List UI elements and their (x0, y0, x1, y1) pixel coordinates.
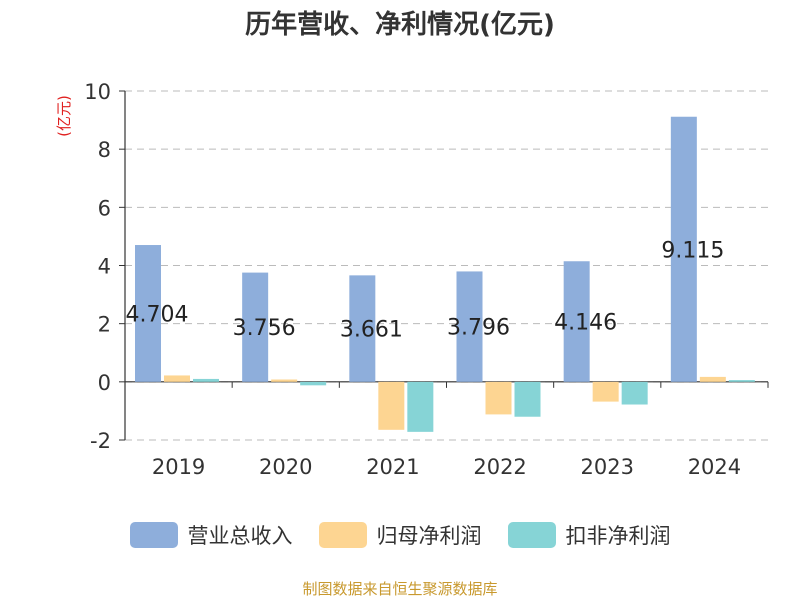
y-tick-label: 10 (84, 80, 111, 104)
data-labels: 4.704 3.756 3.661 3.796 4.146 9.115 (126, 238, 725, 342)
y-tick-label: 0 (98, 371, 111, 395)
legend-item-deducted-profit[interactable]: 扣非净利润 (507, 520, 671, 550)
data-label: 4.704 (126, 302, 189, 327)
x-tick-label: 2019 (152, 455, 205, 479)
source-note: 制图数据来自恒生聚源数据库 (302, 580, 498, 598)
legend-swatch-deducted-profit (507, 522, 556, 548)
bar-2021-2[interactable] (378, 381, 405, 430)
bar-2020-1[interactable] (242, 272, 269, 382)
chart-title: 历年营收、净利情况(亿元) (245, 10, 555, 40)
legend-label-net-profit: 归母净利润 (376, 524, 482, 548)
legend-label-revenue: 营业总收入 (187, 524, 293, 548)
data-label: 9.115 (661, 238, 724, 263)
y-tick-label: 6 (98, 196, 111, 220)
bars (135, 116, 755, 432)
bar-2019-3[interactable] (193, 378, 219, 382)
x-tick-label: 2023 (581, 455, 634, 479)
legend-label-deducted-profit: 扣非净利润 (565, 524, 671, 548)
bar-2023-3[interactable] (621, 381, 648, 405)
bar-2021-1[interactable] (349, 275, 376, 382)
bar-2022-1[interactable] (456, 271, 483, 382)
data-label: 3.756 (233, 316, 296, 341)
bar-2024-1[interactable] (670, 116, 697, 382)
data-label: 3.796 (447, 316, 510, 341)
x-tick-label: 2020 (259, 455, 312, 479)
bar-2020-2[interactable] (271, 379, 298, 382)
axes: -2 0 2 4 6 8 10 2019 2020 2021 2022 2023 2024 (84, 80, 769, 479)
x-tick-label: 2021 (366, 455, 419, 479)
legend-swatch-revenue (129, 522, 178, 548)
bar-2024-3[interactable] (728, 380, 755, 382)
y-tick-label: -2 (90, 429, 111, 453)
x-tick-label: 2022 (473, 455, 526, 479)
data-label: 4.146 (554, 311, 617, 336)
y-tick-label: 4 (98, 255, 111, 279)
bar-2019-2[interactable] (164, 375, 190, 382)
bar-2020-3[interactable] (300, 381, 327, 386)
legend-item-revenue[interactable]: 营业总收入 (129, 520, 293, 550)
x-tick-label: 2024 (688, 455, 741, 479)
bar-2019-1[interactable] (135, 245, 161, 382)
legend-swatch-net-profit (318, 522, 367, 548)
bar-2023-2[interactable] (592, 381, 619, 402)
y-tick-label: 2 (98, 313, 111, 337)
bar-2024-2[interactable] (699, 376, 726, 382)
y-tick-label: 8 (98, 138, 111, 162)
bar-2022-3[interactable] (514, 381, 541, 417)
data-label: 3.661 (340, 318, 403, 343)
legend: 营业总收入 归母净利润 扣非净利润 (0, 520, 800, 550)
bar-2021-3[interactable] (407, 381, 434, 432)
bar-2022-2[interactable] (485, 381, 512, 415)
legend-item-net-profit[interactable]: 归母净利润 (318, 520, 482, 550)
bar-2023-1[interactable] (563, 261, 590, 382)
y-axis-label: (亿元) (55, 95, 73, 137)
